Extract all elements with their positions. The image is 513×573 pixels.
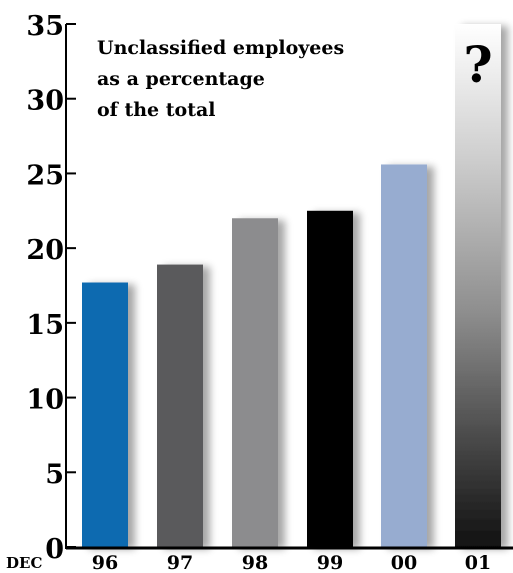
chart-title-line: as a percentage: [97, 68, 265, 90]
x-tick-label: 99: [317, 552, 343, 573]
y-tick-label: 25: [26, 160, 64, 191]
x-tick-label: 01: [465, 552, 491, 573]
chart-title-line: of the total: [97, 99, 216, 121]
y-tick-label: 0: [45, 534, 64, 565]
unknown-value-marker: ?: [463, 35, 492, 94]
bar-98: [232, 218, 278, 547]
y-tick-label: 30: [26, 86, 64, 117]
x-tick-label: 00: [391, 552, 417, 573]
chart-title: Unclassified employees as a percentage of …: [97, 37, 344, 121]
bar-96: [82, 282, 128, 547]
y-tick-group: 0 5 10 15 20 25 30 35: [26, 11, 76, 565]
x-axis-prefix: DEC: [6, 554, 42, 572]
y-tick-label: 20: [26, 235, 64, 266]
bar-99: [307, 210, 353, 548]
y-tick-label: 5: [45, 459, 64, 490]
x-tick-label: 96: [92, 552, 118, 573]
chart-title-line: Unclassified employees: [97, 37, 344, 59]
bar-unknown: [455, 24, 501, 547]
y-tick-label: 10: [26, 385, 64, 416]
bar-group: ?: [82, 24, 501, 548]
y-tick-label: 35: [26, 11, 64, 42]
x-tick-label: 97: [167, 552, 193, 573]
x-tick-label: 98: [242, 552, 268, 573]
bar-97: [157, 264, 203, 547]
y-tick-label: 15: [26, 310, 64, 341]
bar-00: [381, 164, 427, 547]
x-label-group: 96 97 98 99 00 01: [92, 552, 491, 573]
